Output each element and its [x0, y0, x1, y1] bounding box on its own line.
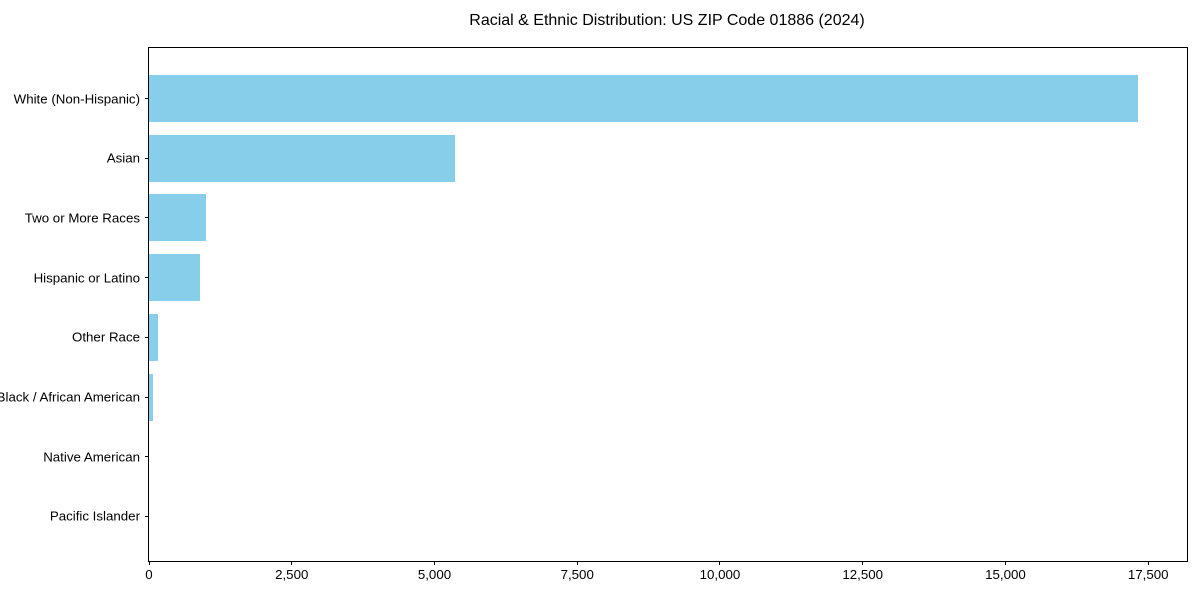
x-axis-tick-label: 0 [145, 567, 153, 582]
y-axis-category-label: Asian [106, 150, 140, 166]
bar [149, 254, 201, 302]
bar [149, 75, 1138, 122]
x-axis-tick-label: 7,500 [560, 567, 594, 582]
chart-title: Racial & Ethnic Distribution: US ZIP Cod… [469, 12, 865, 29]
bar [149, 373, 153, 421]
y-tick-mark [145, 217, 149, 219]
x-axis-tick-label: 17,500 [1127, 567, 1169, 582]
y-axis-category-label: Pacific Islander [49, 508, 140, 524]
x-axis-tick-label: 10,000 [699, 567, 741, 582]
x-axis-tick-label: 2,500 [275, 567, 309, 582]
y-tick-mark [145, 336, 149, 338]
bar [149, 194, 206, 242]
y-tick-mark [145, 157, 149, 159]
bar [149, 134, 456, 182]
x-axis-tick-label: 5,000 [417, 567, 452, 582]
y-tick-mark [145, 98, 149, 99]
plot-area: White (Non-Hispanic) Asian Two or More Rac… [0, 47, 1188, 581]
x-axis-tick-label: 12,500 [842, 567, 884, 582]
y-axis-category-label: Hispanic or Latino [33, 269, 140, 285]
x-tick-mark [719, 561, 721, 565]
y-axis-category-label: White (Non-Hispanic) [13, 90, 140, 106]
x-tick-mark [433, 561, 435, 565]
x-tick-mark [862, 561, 864, 565]
y-tick-mark [145, 396, 149, 398]
bar [149, 313, 158, 361]
y-axis-category-label: Black / African American [0, 389, 140, 405]
y-axis-category-label: Two or More Races [24, 210, 140, 226]
y-tick-mark [145, 277, 149, 279]
y-axis-category-label: Native American [43, 449, 140, 465]
x-tick-mark [148, 561, 150, 565]
x-axis-tick-label: 15,000 [985, 567, 1026, 582]
y-tick-mark [145, 515, 149, 517]
x-tick-mark [291, 561, 293, 565]
y-axis-category-label: Other Race [72, 329, 140, 345]
x-tick-mark [1004, 561, 1006, 565]
x-tick-mark [576, 561, 578, 565]
y-tick-mark [145, 456, 149, 458]
x-tick-mark [1147, 561, 1149, 565]
